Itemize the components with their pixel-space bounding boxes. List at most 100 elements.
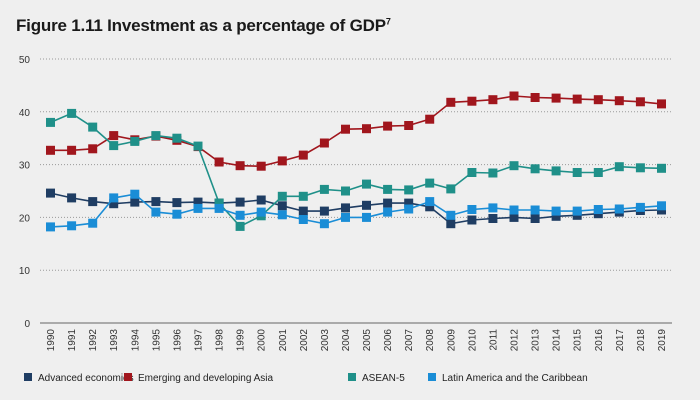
data-point [277,210,287,220]
data-point [509,212,519,222]
data-point [130,136,140,146]
data-point [614,204,624,214]
x-tick-label: 1992 [88,329,99,352]
series-asean-5 [46,108,666,231]
data-point [446,210,456,220]
data-point [530,93,540,102]
title-footnote: 7 [385,16,391,27]
legend-swatch [428,373,436,381]
series-latin-america-and-the-caribbean [46,189,666,232]
data-point [67,108,77,118]
data-point [383,198,393,208]
axis-layer: 0 10 20 30 40 50 1990 1991 1992 1993 1994 1995 1996 1… [19,55,672,351]
data-point [488,214,498,223]
x-tick-label: 2000 [257,329,268,352]
data-point [235,210,245,220]
data-point [362,179,371,189]
series-line [50,95,662,168]
data-point [193,141,203,151]
data-point [341,212,350,222]
data-point [551,206,561,216]
x-tick-label: 2005 [362,329,373,352]
legend-swatch [24,373,32,381]
data-point [362,212,371,222]
data-point [214,203,224,213]
data-point [530,205,540,215]
data-point [277,201,287,211]
legend-label: Advanced economies [38,373,134,384]
data-point [614,96,624,106]
data-point [383,207,393,217]
data-point [130,197,140,207]
x-tick-label: 2016 [594,329,605,352]
data-point [467,215,477,225]
x-tick-label: 1998 [215,329,226,352]
x-tick-label: 2002 [299,329,310,352]
x-tick-label: 1991 [67,329,78,352]
y-tick-label: 0 [24,319,30,330]
data-point [88,197,98,207]
data-point [593,168,603,177]
x-tick-label: 2009 [446,329,457,352]
data-point [109,199,119,209]
legend-item: ASEAN-5 [348,373,405,384]
data-point [130,189,140,199]
data-point [109,193,119,203]
data-point [425,197,435,207]
x-tick-label: 1990 [46,329,57,352]
data-point [467,205,477,214]
data-point [88,218,98,228]
data-point [509,91,519,101]
legend-swatch [124,373,132,381]
data-point [404,204,414,214]
data-point [341,124,350,134]
data-point [298,206,308,216]
y-tick-label: 20 [19,213,31,224]
data-point [635,202,645,212]
x-tick-label: 2014 [552,329,563,352]
data-point [151,207,161,217]
series-line [50,193,662,228]
data-point [467,96,477,106]
data-point [277,191,287,201]
data-point [46,117,55,127]
data-point [657,99,666,109]
y-tick-label: 40 [19,108,31,119]
data-point [214,157,224,167]
data-point [572,168,582,177]
y-tick-label: 30 [19,161,31,172]
data-point [319,138,329,148]
data-point [635,163,645,173]
legend-label: Latin America and the Caribbean [442,373,588,384]
y-tick-label: 50 [19,55,31,66]
data-point [446,184,456,194]
data-point [67,221,77,231]
legend-item: Emerging and developing Asia [124,373,274,384]
x-tick-label: 2003 [320,329,331,352]
data-point [256,161,266,171]
data-point [362,124,371,134]
data-point [172,198,182,208]
grid-layer [40,58,672,271]
legend-swatch [348,373,356,381]
data-point [319,219,329,229]
data-point [214,198,224,208]
data-point [404,198,414,208]
data-point [46,145,55,155]
data-point [235,221,245,231]
x-tick-label: 2011 [488,329,499,351]
data-point [446,219,456,229]
data-point [530,164,540,174]
data-point [67,145,77,155]
legend-label: Emerging and developing Asia [138,373,274,384]
data-point [362,200,371,210]
data-point [383,184,393,194]
x-tick-label: 2001 [278,329,289,352]
data-point [425,202,435,212]
data-point [277,156,287,166]
data-point [488,168,498,178]
x-tick-label: 2013 [531,329,542,352]
data-point [193,203,203,213]
